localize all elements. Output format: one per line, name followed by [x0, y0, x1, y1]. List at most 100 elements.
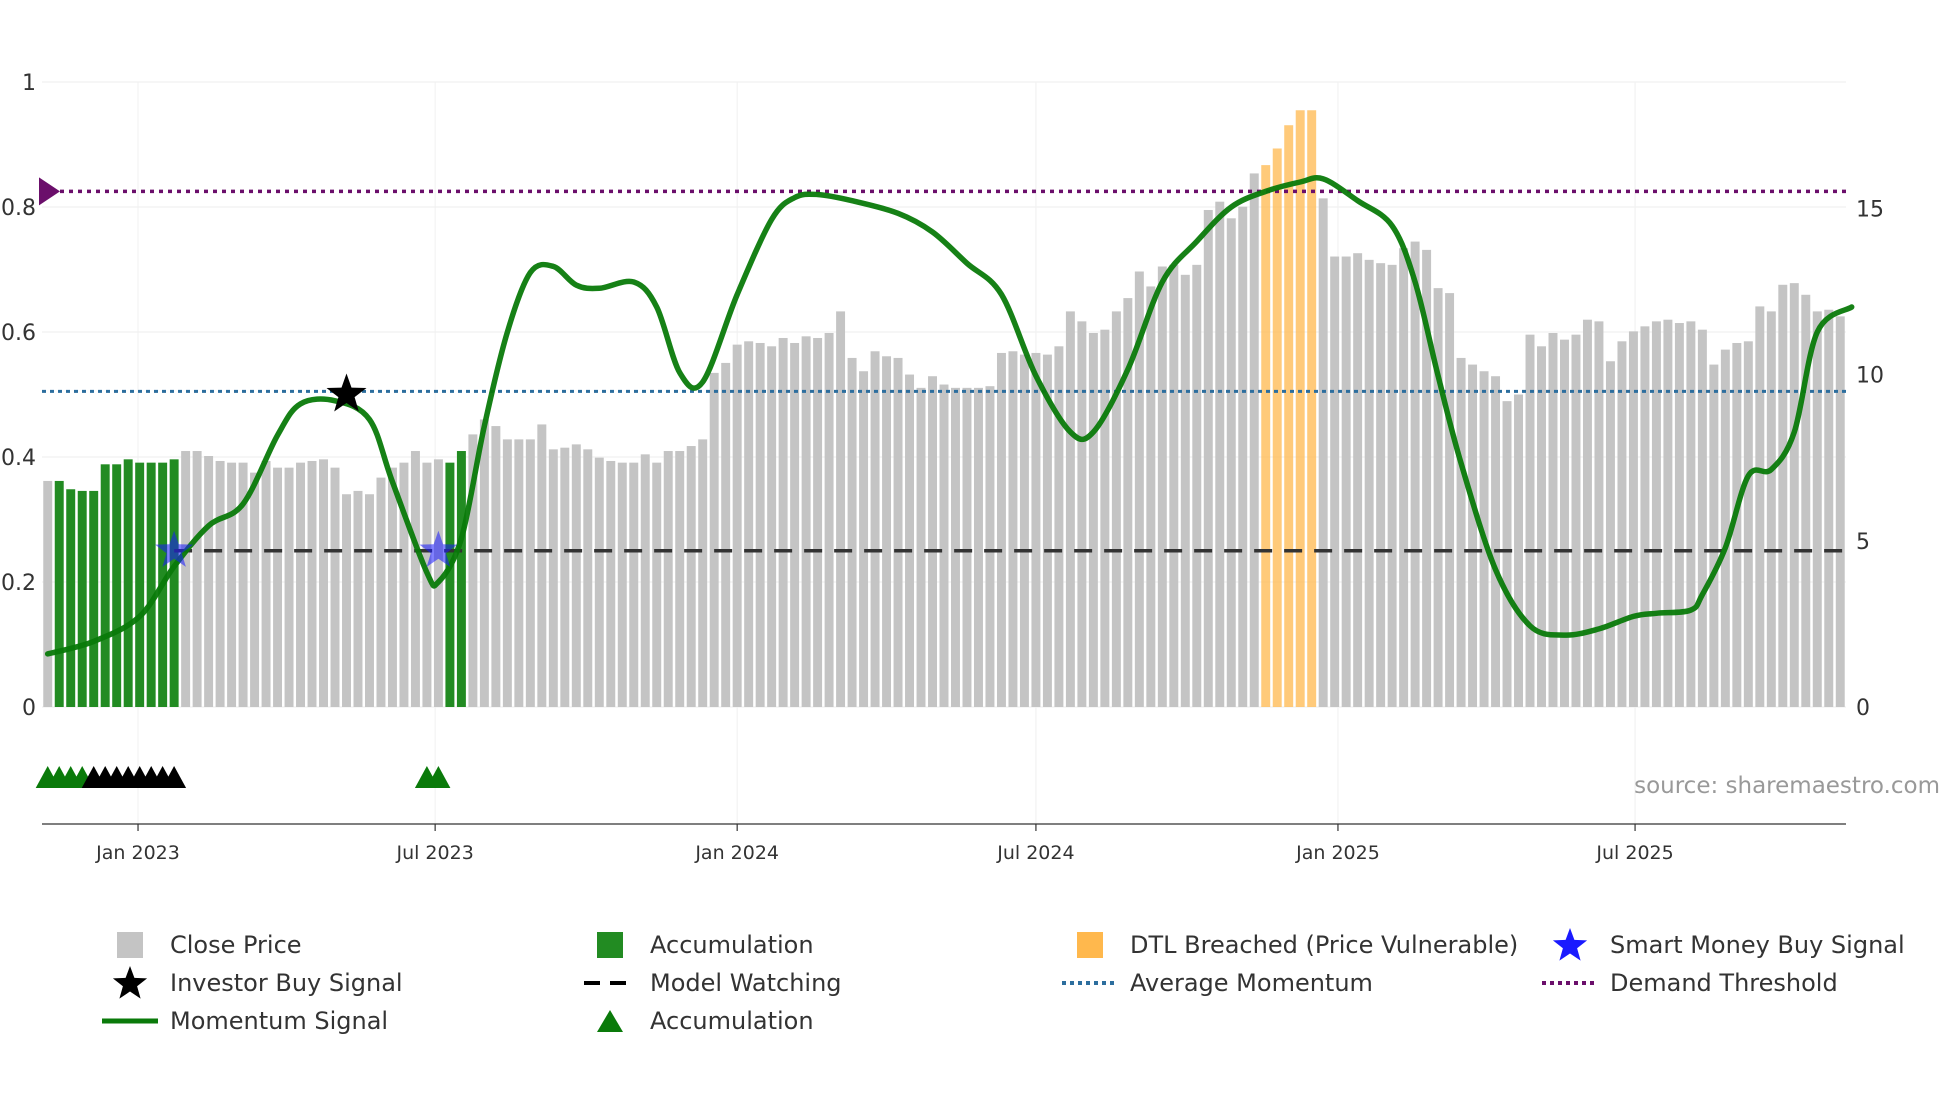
close-price-bar: [1514, 394, 1523, 707]
close-price-bar: [468, 434, 478, 707]
y-left-tick-label: 1: [22, 71, 36, 96]
x-tick-label: Jul 2023: [395, 842, 473, 864]
close-price-bar: [1709, 364, 1719, 707]
close-price-bar: [342, 494, 351, 707]
y-left-tick-label: 0.6: [1, 321, 36, 346]
close-price-bar: [1410, 241, 1420, 707]
smart-money-buy-signal: [419, 530, 458, 567]
close-price-bar: [1732, 342, 1742, 707]
close-price-bar: [824, 333, 834, 707]
x-tick-label: Jan 2024: [694, 842, 779, 864]
accumulation-bar: [456, 451, 466, 707]
smart-money-buy-signal: [155, 530, 194, 567]
demand-threshold-marker: [39, 177, 60, 206]
close-price-bar: [1824, 309, 1834, 707]
close-price-bar: [307, 460, 317, 707]
close-price-bar: [261, 460, 271, 707]
close-price-bar: [1628, 331, 1638, 707]
close-price-bar: [399, 462, 409, 707]
close-price-bar: [790, 342, 800, 707]
close-price-bar: [365, 494, 374, 707]
close-price-bar: [617, 462, 627, 707]
close-price-bar: [1582, 319, 1592, 707]
close-price-bar: [1054, 346, 1064, 707]
close-price-bar: [284, 467, 294, 707]
close-price-bar: [996, 352, 1006, 707]
close-price-bar: [686, 446, 696, 707]
close-price-bar: [319, 459, 328, 707]
y-right-tick-label: 0: [1856, 696, 1870, 721]
close-price-bar: [870, 351, 880, 707]
y-right-tick-label: 10: [1856, 364, 1884, 389]
close-price-bar: [1755, 306, 1765, 707]
close-price-bar: [1651, 321, 1661, 707]
close-price-bar: [1065, 311, 1075, 707]
close-price-bar: [1445, 293, 1455, 707]
signal-markers: [35, 373, 458, 788]
dtl-breached-bar: [1307, 110, 1317, 707]
close-price-bar: [1341, 256, 1351, 707]
close-price-bar: [1226, 218, 1236, 708]
close-price-bar: [652, 462, 662, 707]
close-price-bar: [1502, 401, 1512, 707]
close-price-bar: [1387, 264, 1397, 707]
close-price-bar: [1548, 333, 1558, 707]
close-price-bar: [1019, 354, 1029, 707]
reference-lines: [39, 177, 1852, 553]
close-price-bar: [491, 426, 501, 707]
close-price-bar: [767, 346, 777, 707]
close-price-bar: [893, 357, 903, 707]
close-price-bar: [1456, 357, 1466, 707]
close-price-bar: [422, 462, 432, 707]
close-price-bar: [732, 344, 742, 707]
close-price-bar: [238, 462, 248, 707]
close-price-bar: [1789, 283, 1799, 707]
close-price-bar: [204, 456, 214, 707]
close-price-bar: [859, 371, 869, 707]
close-price-bar: [928, 376, 937, 707]
close-price-bar: [675, 451, 685, 707]
dtl-breached-bar: [1261, 165, 1271, 708]
close-price-bar: [330, 467, 340, 707]
accumulation-bar: [100, 464, 110, 707]
close-price-bar: [640, 454, 650, 707]
close-price-bar: [594, 457, 604, 707]
close-price-bar: [1330, 256, 1340, 707]
close-price-bar: [882, 356, 892, 707]
close-price-bar: [1605, 361, 1615, 707]
accumulation-marker: [426, 766, 451, 788]
close-price-bar: [755, 342, 765, 707]
close-price-bar: [1100, 329, 1110, 707]
close-price-bar: [663, 451, 673, 707]
close-price-bar: [1433, 288, 1443, 707]
close-price-bar: [1594, 321, 1604, 707]
close-price-bar: [1146, 286, 1156, 707]
close-price-bar: [836, 311, 846, 707]
close-price-bar: [973, 387, 983, 707]
close-price-bar: [1778, 284, 1788, 707]
close-price-bar: [847, 357, 857, 707]
close-price-bar: [1743, 341, 1753, 707]
y-left-tick-label: 0.4: [1, 446, 36, 471]
close-price-bar: [1031, 352, 1041, 707]
close-price-bar: [387, 467, 397, 707]
close-price-bar: [571, 444, 581, 707]
close-price-bar: [1376, 263, 1386, 707]
close-price-bar: [1111, 311, 1121, 707]
close-price-bar: [709, 372, 719, 707]
close-price-bar: [606, 460, 616, 707]
close-price-bar: [1215, 201, 1225, 707]
accumulation-bar: [445, 462, 455, 707]
close-price-bar: [1766, 311, 1776, 707]
close-price-bar: [1525, 334, 1535, 707]
dtl-breached-bar: [1295, 110, 1305, 707]
close-price-bar: [250, 472, 260, 708]
close-price-bar: [1812, 311, 1822, 707]
accumulation-bar: [54, 480, 64, 707]
y-left-tick-label: 0: [22, 696, 36, 721]
momentum-signal-line: [44, 175, 1855, 657]
close-price-bar: [1720, 349, 1730, 707]
close-price-bar: [1491, 376, 1501, 707]
x-tick-label: Jul 2024: [996, 842, 1074, 864]
